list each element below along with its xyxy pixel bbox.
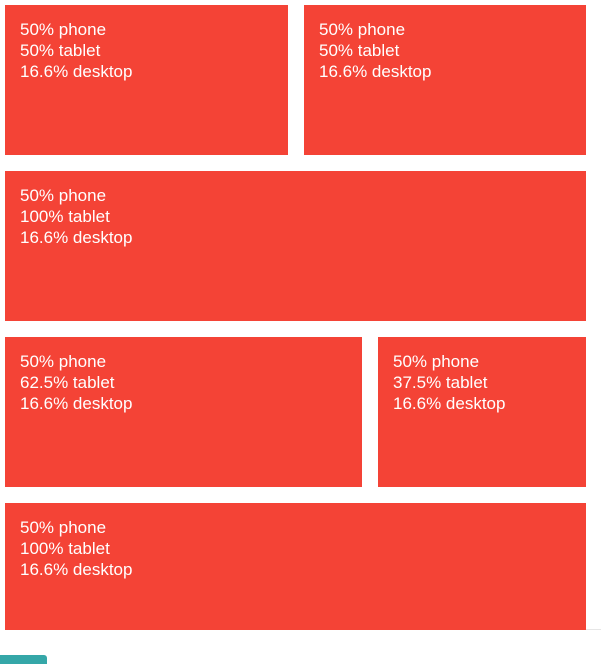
tablet-width-label: 50% tablet [20, 41, 101, 60]
divider [586, 629, 601, 630]
grid-cell: 50% phone 50% tablet 16.6% desktop [304, 5, 586, 155]
grid-cell: 50% phone 50% tablet 16.6% desktop [5, 5, 288, 155]
tablet-width-label: 100% tablet [20, 539, 110, 558]
desktop-width-label: 16.6% desktop [20, 228, 133, 247]
phone-width-label: 50% phone [20, 518, 107, 537]
phone-width-label: 50% phone [20, 186, 107, 205]
phone-width-label: 50% phone [393, 352, 480, 371]
phone-width-label: 50% phone [319, 20, 406, 39]
tablet-width-label: 100% tablet [20, 207, 110, 226]
tablet-width-label: 37.5% tablet [393, 373, 488, 392]
phone-width-label: 50% phone [20, 20, 107, 39]
tablet-width-label: 62.5% tablet [20, 373, 115, 392]
desktop-width-label: 16.6% desktop [393, 394, 506, 413]
tablet-width-label: 50% tablet [319, 41, 400, 60]
grid-cell: 50% phone 37.5% tablet 16.6% desktop [378, 337, 586, 487]
desktop-width-label: 16.6% desktop [20, 62, 133, 81]
grid-cell: 50% phone 100% tablet 16.6% desktop [5, 503, 586, 630]
grid-cell: 50% phone 62.5% tablet 16.6% desktop [5, 337, 362, 487]
desktop-width-label: 16.6% desktop [20, 560, 133, 579]
corner-tab-button[interactable] [0, 655, 47, 664]
grid-cell: 50% phone 100% tablet 16.6% desktop [5, 171, 586, 321]
phone-width-label: 50% phone [20, 352, 107, 371]
desktop-width-label: 16.6% desktop [20, 394, 133, 413]
desktop-width-label: 16.6% desktop [319, 62, 432, 81]
